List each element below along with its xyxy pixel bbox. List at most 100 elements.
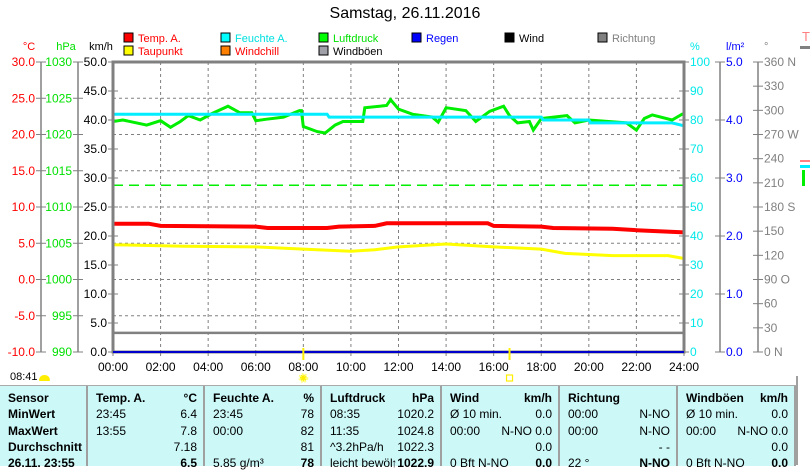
table-cell-left: 22 ° bbox=[568, 456, 590, 470]
axis-tick-label: 60 bbox=[764, 297, 778, 311]
axis-tick-label: 0.0 bbox=[90, 345, 107, 359]
row-label: 26.11. 23:55 bbox=[8, 456, 75, 470]
legend-label-3: Regen bbox=[426, 33, 458, 45]
axis-tick-label: 1005 bbox=[45, 236, 72, 250]
legend-swatch bbox=[597, 32, 608, 43]
series-line-temp-a- bbox=[113, 221, 685, 235]
axis-tick-label: 15.0 bbox=[84, 258, 108, 272]
axis-tick-label: 3.0 bbox=[726, 171, 743, 185]
axis-unit-label: l/m² bbox=[726, 41, 745, 53]
axis-tick-label: 80 bbox=[690, 113, 704, 127]
row-label: MaxWert bbox=[8, 424, 58, 438]
axis-tick-label: 1020 bbox=[45, 128, 72, 142]
axis-tick-label: 330 bbox=[764, 79, 784, 93]
table-cell-value: 7.18 bbox=[173, 440, 197, 454]
table-cell-value: 6.5 bbox=[180, 456, 197, 470]
x-tick-label: 12:00 bbox=[383, 360, 413, 374]
adjacent-panel-edge: T bbox=[796, 0, 810, 465]
axis-tick-label: -5.0 bbox=[14, 309, 35, 323]
axis-tick-label: 30 bbox=[764, 321, 778, 335]
table-column-temp-a-: Temp. A. °C 23:45 6.4 13:55 7.8 7.18 6.5 bbox=[88, 386, 205, 470]
axis-tick-label: 0.0 bbox=[18, 273, 35, 287]
axis-tick-label: 990 bbox=[52, 345, 72, 359]
axis-tick-label: 50.0 bbox=[84, 55, 108, 69]
table-cell-left: 00:00 bbox=[568, 407, 599, 421]
chart-title: Samstag, 26.11.2016 bbox=[329, 5, 481, 22]
table-column-windb-en: Windböen km/h Ø 10 min. 0.0 00:00 N-NO 0.0 0.0… bbox=[678, 386, 796, 470]
legend-swatch bbox=[318, 45, 329, 56]
table-cell-left: 00:00 bbox=[568, 424, 599, 438]
side-pressure-mark bbox=[802, 170, 805, 186]
legend-swatch bbox=[220, 32, 231, 43]
axis-tick-label: 210 bbox=[764, 176, 784, 190]
axis-tick-label: 20.0 bbox=[12, 128, 36, 142]
axis-tick-label: 10.0 bbox=[12, 200, 36, 214]
side-panel-label: T bbox=[802, 29, 810, 44]
axis-tick-label: 50 bbox=[690, 200, 704, 214]
x-tick-label: 20:00 bbox=[574, 360, 604, 374]
table-cell-value: 0.0 bbox=[771, 456, 788, 470]
table-cell-value: 0.0 bbox=[771, 407, 788, 421]
side-humidity-mark bbox=[800, 165, 810, 168]
table-cell-value: 1024.8 bbox=[397, 424, 434, 438]
table-column-luftdruck: Luftdruck hPa 08:35 1020.2 11:35 1024.8 ^3.2hP… bbox=[322, 386, 442, 470]
axis-tick-label: 0.0 bbox=[726, 345, 743, 359]
axis-tick-label: 25.0 bbox=[84, 200, 108, 214]
column-header: Feuchte A. bbox=[213, 391, 274, 405]
axis-tick-label: 5.0 bbox=[90, 316, 107, 330]
axis-tick-label: 180 S bbox=[764, 200, 795, 214]
x-tick-label: 16:00 bbox=[479, 360, 509, 374]
column-unit: km/h bbox=[759, 391, 788, 405]
table-cell-value: N-NO 0.0 bbox=[737, 424, 788, 438]
column-unit: % bbox=[303, 391, 314, 405]
legend-swatch bbox=[318, 32, 329, 43]
legend-swatch bbox=[123, 45, 134, 56]
axis-tick-label: 100 bbox=[690, 55, 710, 69]
axis-tick-label: 360 N bbox=[764, 55, 796, 69]
table-cell-value: - - bbox=[658, 440, 670, 454]
legend-label-5: Richtung bbox=[612, 33, 655, 45]
legend-label-0: Temp. A. bbox=[138, 33, 181, 45]
table-cell-value: N-NO 0.0 bbox=[501, 424, 552, 438]
axis-tick-label: 150 bbox=[764, 224, 784, 238]
column-header: Wind bbox=[450, 391, 480, 405]
axis-tick-label: 1025 bbox=[45, 91, 72, 105]
table-cell-value: N-NO bbox=[639, 424, 670, 438]
series-line-taupunkt bbox=[112, 242, 685, 260]
axis-unit-label: % bbox=[690, 41, 700, 53]
axis-tick-label: 1010 bbox=[45, 200, 72, 214]
table-cell-left: 13:55 bbox=[96, 424, 127, 438]
x-tick-label: 02:00 bbox=[146, 360, 176, 374]
axis-tick-label: 20 bbox=[690, 287, 704, 301]
axis-tick-label: 60 bbox=[690, 171, 704, 185]
legend-swatch bbox=[411, 32, 422, 43]
axis-tick-label: 4.0 bbox=[726, 113, 743, 127]
x-tick-label: 14:00 bbox=[431, 360, 461, 374]
table-cell-left: 0 Bft N-NO bbox=[450, 456, 509, 470]
x-tick-label: 00:00 bbox=[98, 360, 128, 374]
axis-tick-label: 70 bbox=[690, 142, 704, 156]
table-cell-left: 08:35 bbox=[330, 407, 361, 421]
legend-label-8: Windböen bbox=[333, 46, 383, 58]
column-header: Luftdruck bbox=[330, 391, 386, 405]
axis-unit-label: km/h bbox=[89, 41, 113, 53]
table-cell-value: N-NO bbox=[639, 407, 670, 421]
table-cell-left: Ø 10 min. bbox=[450, 407, 503, 421]
row-label: MinWert bbox=[8, 407, 56, 421]
axis-tick-label: 45.0 bbox=[84, 84, 108, 98]
axis-tick-label: 1030 bbox=[45, 55, 72, 69]
row-label: Durchschnitt bbox=[8, 440, 83, 454]
side-divider bbox=[796, 376, 798, 465]
axis-tick-label: 15.0 bbox=[12, 164, 36, 178]
axis-tick-label: 995 bbox=[52, 309, 72, 323]
x-tick-label: 10:00 bbox=[336, 360, 366, 374]
statistics-table: Sensor MinWert MaxWert Durchschnitt 26.11. 2… bbox=[0, 385, 796, 470]
axis-tick-label: 90 bbox=[690, 84, 704, 98]
table-cell-left: 23:45 bbox=[213, 407, 244, 421]
legend-swatch bbox=[504, 32, 515, 43]
table-cell-left: 00:00 bbox=[686, 424, 717, 438]
column-header: Sensor bbox=[8, 391, 49, 405]
axis-tick-label: 1000 bbox=[45, 273, 72, 287]
weather-cloud-icon bbox=[39, 375, 50, 381]
table-cell-left: ^3.2hPa/h bbox=[330, 440, 384, 454]
